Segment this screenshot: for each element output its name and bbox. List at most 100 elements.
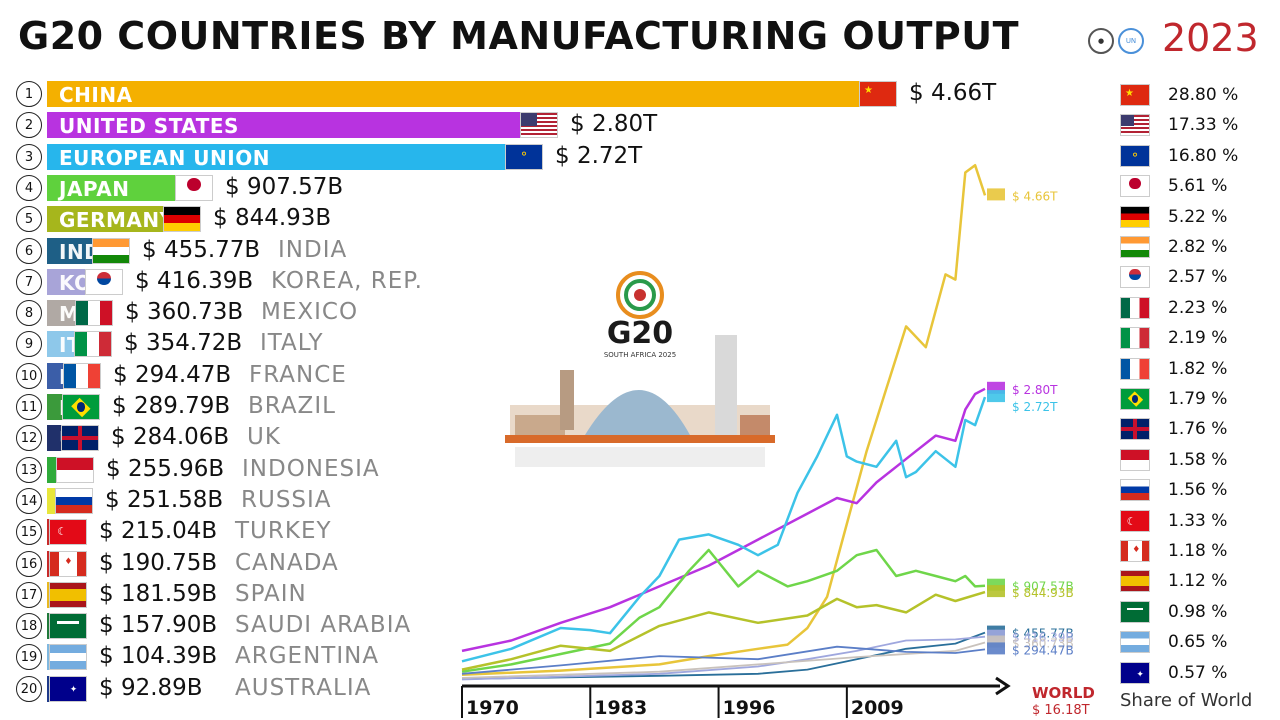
russia-flag-icon [1120,479,1150,501]
series-line [461,548,986,673]
rank-badge: 11 [16,394,42,420]
bar-value-label: $ 104.39B [99,643,218,669]
russia-flag-icon [55,488,93,514]
x-tick-label: 2009 [851,697,904,719]
share-value: 2.23 % [1168,298,1228,318]
korea-flag-icon [1120,266,1150,288]
mexico-flag-icon [75,300,113,326]
series-line [461,387,986,653]
share-value: 1.18 % [1168,541,1228,561]
series-line [461,645,986,675]
country-name-label: BRAZIL [248,393,336,419]
canada-flag-icon: ♦ [49,551,87,577]
brazil-flag-icon [1120,388,1150,410]
rank-badge: 20 [16,676,42,702]
country-name-label: RUSSIA [241,487,332,513]
series-line [461,641,986,679]
rank-badge: 18 [16,613,42,639]
bar-value-label: $ 354.72B [124,330,243,356]
series-end-label: $ 455.77B [1012,627,1074,641]
un-data-logo: UN [1118,28,1144,54]
rank-badge: 7 [16,269,42,295]
x-tick-label: 1970 [466,697,519,719]
rank-badge: 17 [16,582,42,608]
world-label: WORLD [1032,684,1095,702]
rank-badge: 16 [16,551,42,577]
china-flag-icon: ★ [859,81,897,107]
bar-china: CHINA [47,81,897,107]
share-value: 2.82 % [1168,237,1228,257]
rank-badge: 10 [16,363,42,389]
saudi-flag-icon [1120,601,1150,623]
share-value: 5.61 % [1168,176,1228,196]
bar-label: UNITED STATES [59,114,239,138]
g20-logo-text: G20 [607,316,673,351]
share-value: 16.80 % [1168,146,1239,166]
x-tick-label: 1996 [723,697,776,719]
rank-badge: 2 [16,112,42,138]
spain-flag-icon [1120,570,1150,592]
bar-value-label: $ 190.75B [99,550,218,576]
argentina-flag-icon [49,644,87,670]
share-value: 2.19 % [1168,328,1228,348]
series-end-flag-icon [987,585,1005,598]
organization-logo: ● [1088,28,1114,54]
country-name-label: TURKEY [235,518,332,544]
share-of-world-label: Share of World [1120,690,1253,711]
share-value: 0.65 % [1168,632,1228,652]
rank-badge: 8 [16,300,42,326]
share-value: 0.98 % [1168,602,1228,622]
rank-badge: 1 [16,81,42,107]
eu-flag-icon: ⚬ [505,144,543,170]
g20-logo-subtitle: SOUTH AFRICA 2025 [604,351,676,359]
share-value: 5.22 % [1168,207,1228,227]
india-flag-icon [92,238,130,264]
bar-value-label: $ 4.66T [909,80,997,106]
india-flag-icon [1120,236,1150,258]
series-end-label: $ 2.72T [1012,400,1058,414]
australia-flag-icon: ✦ [1120,662,1150,684]
bar-value-label: $ 2.80T [570,111,658,137]
rank-badge: 14 [16,488,42,514]
bar-usa: UNITED STATES [47,112,558,138]
germany-flag-icon [1120,206,1150,228]
rank-badge: 9 [16,331,42,357]
germany-flag-icon [163,206,201,232]
skyline-illustration [505,335,775,467]
turkey-flag-icon: ☾ [1120,510,1150,532]
bar-value-label: $ 284.06B [111,424,230,450]
indonesia-flag-icon [1120,449,1150,471]
g20-emblem: G20 SOUTH AFRICA 2025 [505,271,775,467]
korea-flag-icon [85,269,123,295]
bar-label: EUROPEAN UNION [59,146,270,170]
share-value: 17.33 % [1168,115,1239,135]
uk-flag-icon [61,425,99,451]
bar-value-label: $ 289.79B [112,393,231,419]
share-value: 1.76 % [1168,419,1228,439]
bar-label: GERMANY [59,208,175,232]
bar-value-label: $ 157.90B [99,612,218,638]
france-flag-icon [1120,358,1150,380]
bar-value-label: $ 181.59B [99,581,218,607]
series-end-label: $ 4.66T [1012,189,1058,203]
italy-flag-icon [1120,327,1150,349]
share-value: 2.57 % [1168,267,1228,287]
bar-value-label: $ 455.77B [142,237,261,263]
country-name-label: ARGENTINA [235,643,380,669]
rank-badge: 12 [16,425,42,451]
share-of-world-column: ★ 28.80 % 17.33 % ⚬ 16.80 % 5.61 % 5.22 % 2.82 … [1110,0,1280,720]
italy-flag-icon [74,331,112,357]
china-flag-icon: ★ [1120,84,1150,106]
country-name-label: INDIA [278,237,348,263]
series-end-label: $ 294.47B [1012,643,1074,657]
indonesia-flag-icon [56,457,94,483]
share-value: 1.12 % [1168,571,1228,591]
share-value: 1.82 % [1168,359,1228,379]
bar-eu: EUROPEAN UNION [47,144,543,170]
saudi-flag-icon [49,613,87,639]
share-value: 0.57 % [1168,663,1228,683]
japan-flag-icon [175,175,213,201]
brazil-flag-icon [62,394,100,420]
series-end-label: $ 907.57B [1012,580,1074,594]
